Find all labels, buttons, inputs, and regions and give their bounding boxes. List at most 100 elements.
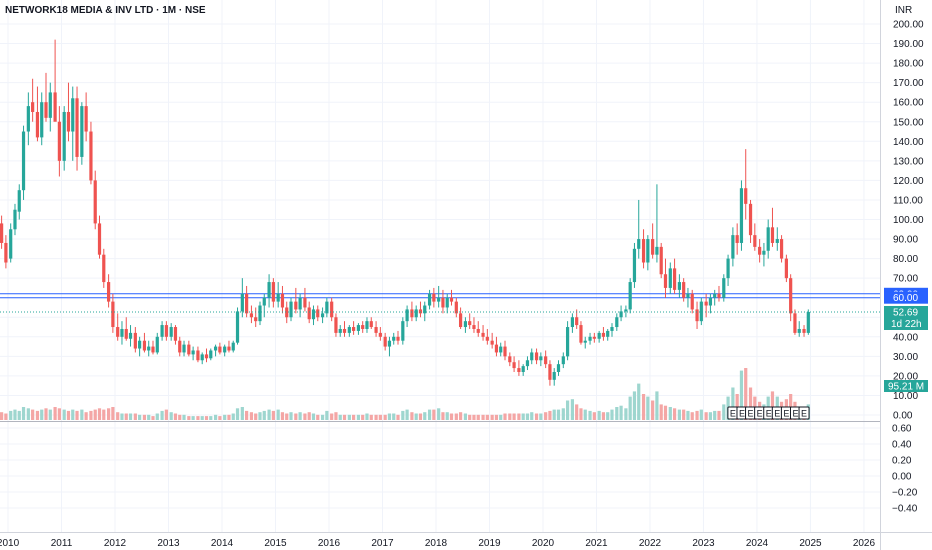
candle-body[interactable] bbox=[632, 248, 637, 283]
candle-body[interactable] bbox=[597, 332, 601, 339]
candle-body[interactable] bbox=[588, 336, 592, 341]
candle-body[interactable] bbox=[503, 346, 507, 357]
candle-body[interactable] bbox=[311, 309, 316, 320]
candle-body[interactable] bbox=[651, 239, 655, 255]
candle-body[interactable] bbox=[235, 311, 240, 343]
candle-body[interactable] bbox=[748, 203, 753, 236]
candle-body[interactable] bbox=[120, 328, 124, 337]
earnings-marker[interactable] bbox=[798, 406, 810, 420]
candle-body[interactable] bbox=[254, 317, 258, 322]
candle-body[interactable] bbox=[525, 360, 530, 367]
candle-body[interactable] bbox=[13, 209, 17, 230]
candle-body[interactable] bbox=[548, 364, 552, 380]
candle-body[interactable] bbox=[155, 336, 159, 353]
candle-body[interactable] bbox=[699, 301, 703, 322]
candle-body[interactable] bbox=[717, 293, 721, 298]
candle-body[interactable] bbox=[575, 317, 579, 326]
candle-body[interactable] bbox=[245, 293, 249, 314]
candle-body[interactable] bbox=[472, 325, 476, 329]
candle-body[interactable] bbox=[682, 282, 686, 298]
candle-body[interactable] bbox=[9, 229, 13, 259]
candle-body[interactable] bbox=[793, 313, 797, 333]
candle-body[interactable] bbox=[802, 328, 806, 333]
candle-body[interactable] bbox=[80, 106, 84, 157]
candle-body[interactable] bbox=[378, 332, 382, 337]
candle-body[interactable] bbox=[249, 313, 254, 318]
candle-body[interactable] bbox=[606, 330, 610, 337]
candle-body[interactable] bbox=[610, 327, 614, 331]
candle-body[interactable] bbox=[347, 327, 351, 333]
candle-body[interactable] bbox=[35, 111, 40, 138]
candle-body[interactable] bbox=[534, 352, 539, 361]
candle-body[interactable] bbox=[285, 307, 289, 318]
candle-body[interactable] bbox=[722, 278, 726, 298]
candle-body[interactable] bbox=[387, 340, 392, 347]
candle-body[interactable] bbox=[744, 188, 748, 204]
candle-body[interactable] bbox=[303, 297, 307, 308]
candle-body[interactable] bbox=[26, 106, 30, 132]
candle-body[interactable] bbox=[21, 131, 26, 191]
candle-body[interactable] bbox=[383, 336, 387, 347]
candle-body[interactable] bbox=[427, 293, 432, 306]
candle-body[interactable] bbox=[111, 301, 115, 328]
candle-body[interactable] bbox=[556, 364, 561, 372]
candle-body[interactable] bbox=[405, 309, 409, 322]
candle-body[interactable] bbox=[789, 278, 793, 314]
price-axis[interactable]: 200.00 190.00 180.00 170.00 160.00 150.00 140.… bbox=[893, 20, 924, 422]
candle-body[interactable] bbox=[779, 239, 784, 259]
candle-body[interactable] bbox=[615, 317, 619, 328]
candle-body[interactable] bbox=[512, 362, 516, 369]
candle-body[interactable] bbox=[289, 301, 293, 318]
candle-body[interactable] bbox=[628, 282, 632, 310]
candle-body[interactable] bbox=[784, 258, 788, 279]
candle-body[interactable] bbox=[762, 250, 766, 255]
candle-body[interactable] bbox=[641, 239, 646, 263]
candle-body[interactable] bbox=[223, 346, 227, 353]
candle-body[interactable] bbox=[530, 352, 534, 361]
candle-body[interactable] bbox=[307, 307, 311, 320]
candle-body[interactable] bbox=[53, 92, 57, 122]
candle-body[interactable] bbox=[124, 328, 128, 339]
candle-body[interactable] bbox=[579, 325, 583, 343]
candle-body[interactable] bbox=[392, 336, 396, 341]
candle-body[interactable] bbox=[570, 317, 575, 328]
candle-body[interactable] bbox=[476, 328, 480, 333]
candle-body[interactable] bbox=[97, 223, 102, 255]
candle-body[interactable] bbox=[437, 297, 441, 302]
candle-body[interactable] bbox=[213, 346, 218, 351]
candle-body[interactable] bbox=[401, 321, 405, 341]
candle-body[interactable] bbox=[338, 328, 342, 333]
candle-body[interactable] bbox=[369, 321, 373, 328]
candle-body[interactable] bbox=[499, 346, 503, 353]
candle-body[interactable] bbox=[240, 293, 244, 312]
candle-body[interactable] bbox=[0, 223, 4, 243]
candle-body[interactable] bbox=[128, 332, 133, 339]
candle-body[interactable] bbox=[468, 321, 472, 326]
candle-body[interactable] bbox=[365, 321, 369, 329]
candle-body[interactable] bbox=[458, 313, 463, 328]
candle-body[interactable] bbox=[93, 180, 97, 224]
candle-body[interactable] bbox=[410, 309, 414, 318]
candle-body[interactable] bbox=[160, 325, 164, 337]
candle-body[interactable] bbox=[227, 346, 231, 351]
candle-body[interactable] bbox=[592, 336, 596, 339]
candle-body[interactable] bbox=[517, 368, 521, 372]
candle-body[interactable] bbox=[89, 131, 93, 181]
candle-body[interactable] bbox=[481, 332, 485, 337]
candle-body[interactable] bbox=[521, 366, 525, 372]
candle-body[interactable] bbox=[797, 328, 801, 333]
candle-body[interactable] bbox=[316, 309, 320, 318]
candle-body[interactable] bbox=[44, 102, 48, 118]
candle-body[interactable] bbox=[423, 305, 427, 314]
candle-body[interactable] bbox=[624, 309, 628, 312]
candle-body[interactable] bbox=[646, 239, 650, 263]
currency-label[interactable]: INR bbox=[895, 5, 912, 16]
candle-body[interactable] bbox=[490, 340, 494, 345]
candle-body[interactable] bbox=[726, 258, 730, 279]
candle-body[interactable] bbox=[267, 282, 271, 298]
candle-body[interactable] bbox=[187, 344, 191, 355]
candle-body[interactable] bbox=[191, 350, 195, 355]
candle-body[interactable] bbox=[151, 346, 155, 353]
candle-body[interactable] bbox=[294, 301, 298, 310]
